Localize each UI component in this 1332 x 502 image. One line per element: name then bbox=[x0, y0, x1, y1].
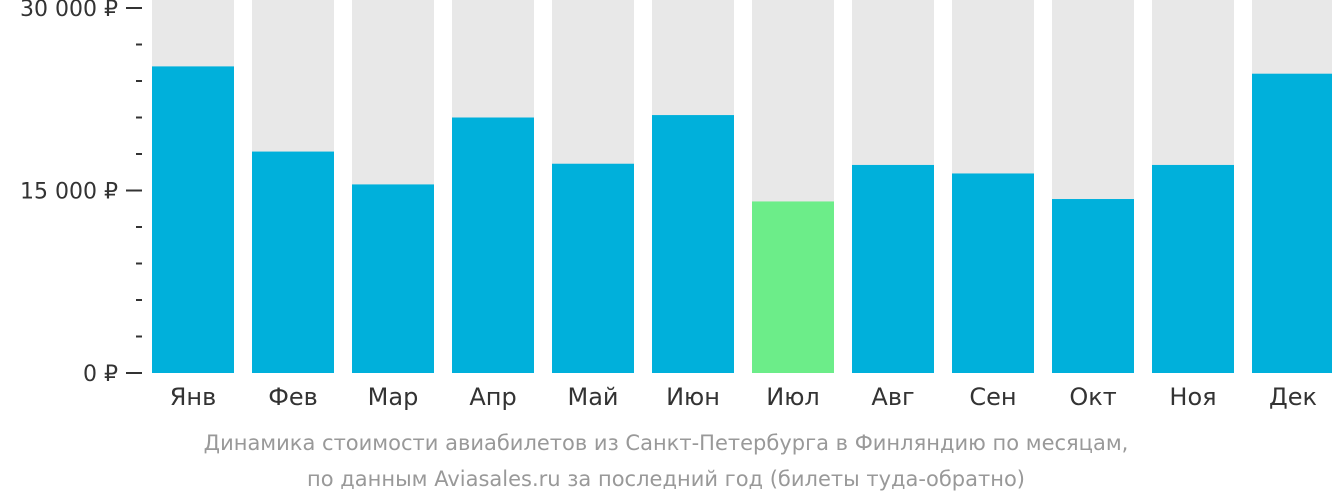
x-tick-label: Июн bbox=[666, 383, 720, 411]
bar-7 bbox=[852, 164, 934, 373]
bar-3 bbox=[452, 117, 534, 373]
x-tick-label: Сен bbox=[969, 383, 1016, 411]
bar-4 bbox=[552, 163, 634, 373]
bar-11 bbox=[1252, 73, 1332, 373]
bar-8 bbox=[952, 173, 1034, 373]
bar-1 bbox=[252, 151, 334, 373]
bar-10 bbox=[1152, 164, 1234, 373]
bar-9 bbox=[1052, 199, 1134, 373]
chart-caption-line-1: Динамика стоимости авиабилетов из Санкт-… bbox=[203, 431, 1129, 455]
x-tick-label: Мар bbox=[368, 383, 419, 411]
x-tick-label: Окт bbox=[1069, 383, 1116, 411]
y-axis: 0 ₽ 15 000 ₽ 30 000 ₽ bbox=[20, 0, 142, 387]
bar-6 bbox=[752, 201, 834, 373]
x-tick-label: Фев bbox=[268, 383, 318, 411]
x-tick-label: Янв bbox=[170, 383, 217, 411]
x-tick-label: Июл bbox=[766, 383, 820, 411]
y-tick-label: 0 ₽ bbox=[83, 362, 118, 387]
x-tick-label: Апр bbox=[469, 383, 516, 411]
x-tick-label: Авг bbox=[871, 383, 914, 411]
chart-caption-line-2: по данным Aviasales.ru за последний год … bbox=[307, 467, 1025, 491]
x-tick-label: Май bbox=[567, 383, 618, 411]
bars bbox=[152, 66, 1332, 374]
y-tick-label: 30 000 ₽ bbox=[20, 0, 118, 22]
bar-0 bbox=[152, 66, 234, 374]
y-tick-label: 15 000 ₽ bbox=[20, 180, 118, 205]
x-axis: Янв Фев Мар Апр Май Июн Июл Авг Сен Окт Ноя Дек bbox=[170, 383, 1317, 411]
x-tick-label: Ноя bbox=[1169, 383, 1216, 411]
bar-2 bbox=[352, 184, 434, 373]
bar-5 bbox=[652, 115, 734, 374]
x-tick-label: Дек bbox=[1269, 383, 1317, 411]
